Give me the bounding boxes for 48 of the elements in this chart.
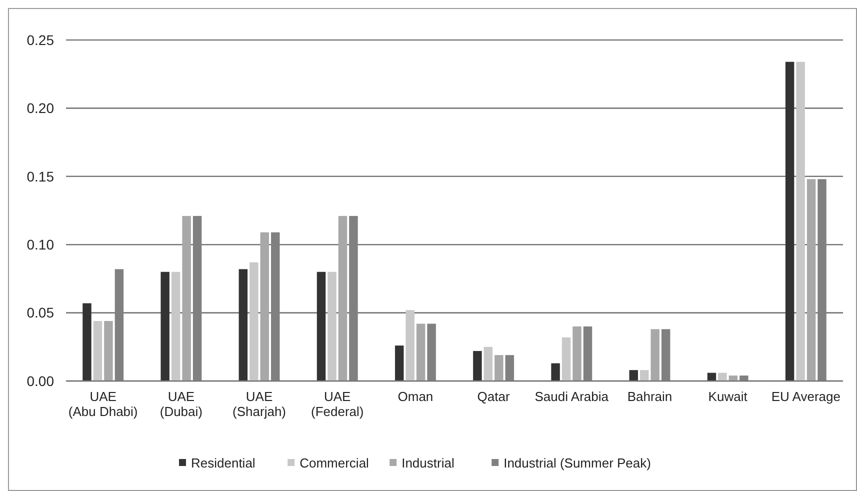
bar <box>104 320 113 381</box>
y-tick-label: 0.20 <box>26 100 54 116</box>
y-tick-label: 0.15 <box>26 168 54 184</box>
x-tick-label: EU Average <box>771 389 840 404</box>
bar <box>338 216 348 381</box>
x-tick-label: Oman <box>398 389 434 404</box>
bar <box>562 337 571 381</box>
bar <box>796 62 805 381</box>
bar <box>806 179 816 381</box>
bar <box>650 329 660 381</box>
bar <box>93 320 102 381</box>
x-tick-label: UAE (Federal) <box>310 389 364 419</box>
bar <box>316 272 326 381</box>
y-tick-label: 0.05 <box>26 304 54 321</box>
x-tick-label: Bahrain <box>627 389 672 404</box>
bar <box>484 346 493 381</box>
bar <box>473 350 482 381</box>
bar <box>328 272 336 381</box>
bar <box>640 370 649 381</box>
bar <box>171 272 180 381</box>
legend-label: Commercial <box>300 456 370 471</box>
x-tick-label: UAE (Abu Dhabi) <box>68 389 138 419</box>
bar <box>416 324 426 381</box>
bar <box>718 372 727 381</box>
x-tick-label: Saudi Arabia <box>534 389 610 404</box>
bar <box>82 303 92 381</box>
bar <box>250 262 258 381</box>
bar <box>260 232 270 381</box>
bar <box>629 370 638 381</box>
bar <box>182 216 191 381</box>
x-tick-label: UAE (Sharjah) <box>232 389 286 419</box>
bar <box>572 326 582 381</box>
legend-label: Residential <box>191 456 256 471</box>
bar <box>494 355 504 381</box>
bar <box>785 62 794 381</box>
bar <box>160 272 170 381</box>
legend-label: Industrial (Summer Peak) <box>504 456 651 471</box>
y-tick-label: 0.00 <box>26 372 54 389</box>
bar <box>238 269 248 381</box>
bar <box>394 346 404 381</box>
x-tick-label: Qatar <box>477 389 510 404</box>
bar <box>551 363 560 381</box>
x-tick-label: UAE (Dubai) <box>160 389 202 419</box>
legend-label: Industrial <box>402 456 454 471</box>
y-tick-label: 0.25 <box>26 32 54 48</box>
x-tick-label: Kuwait <box>708 389 748 404</box>
y-tick-label: 0.10 <box>26 236 54 252</box>
bar <box>406 310 414 381</box>
